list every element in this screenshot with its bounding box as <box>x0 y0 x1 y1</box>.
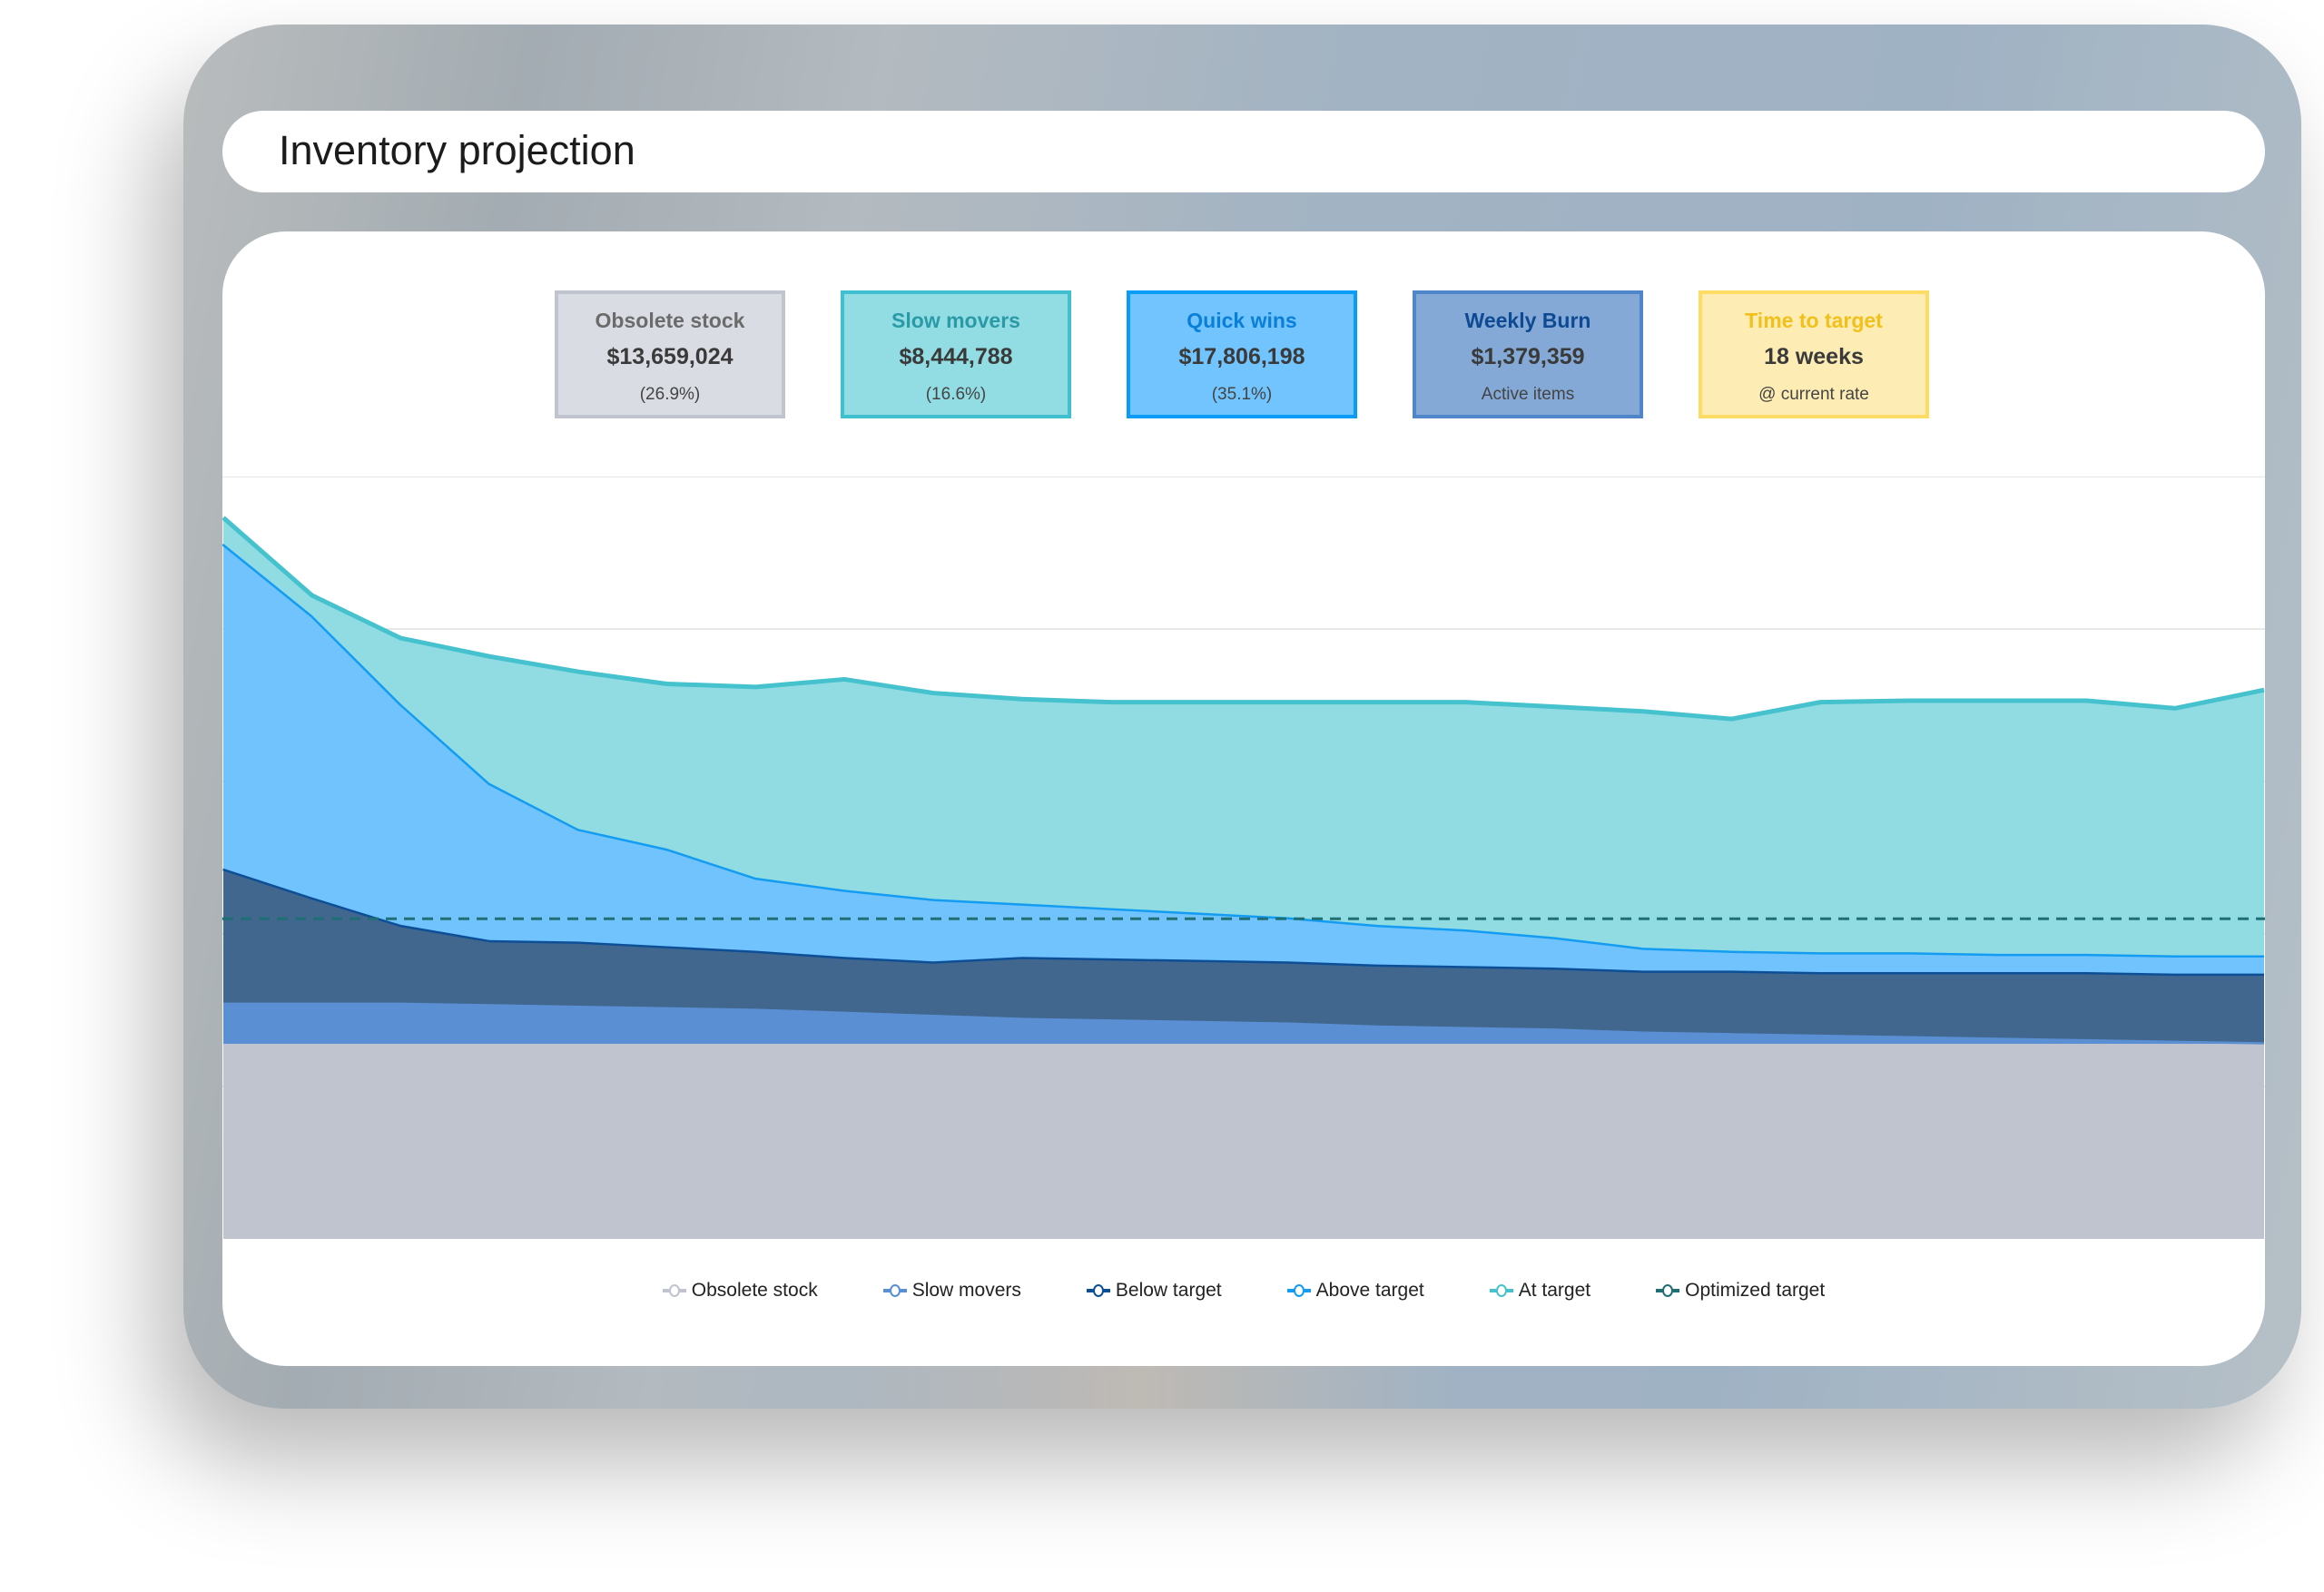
chart-panel: Obsolete stock $13,659,024 (26.9%) Slow m… <box>222 231 2265 1366</box>
legend-marker-icon <box>1489 1284 1513 1297</box>
legend: Obsolete stock Slow movers Below target Abo… <box>222 1280 2265 1302</box>
area-at-target <box>223 517 2264 956</box>
kpi-card-slow-movers: Slow movers $8,444,788 (16.6%) <box>841 290 1071 418</box>
legend-label: Slow movers <box>911 1280 1021 1301</box>
legend-item[interactable]: At target <box>1489 1280 1591 1302</box>
page-title: Inventory projection <box>279 127 635 173</box>
legend-marker-icon <box>1656 1284 1680 1297</box>
kpi-label: Slow movers <box>891 309 1020 332</box>
header-bar: Inventory projection <box>222 111 2265 192</box>
legend-label: Below target <box>1115 1280 1222 1301</box>
legend-marker-icon <box>882 1284 907 1297</box>
kpi-subtext: (26.9%) <box>639 385 701 404</box>
kpi-label: Weekly Burn <box>1464 309 1591 332</box>
kpi-value: $8,444,788 <box>899 344 1013 369</box>
area-obsolete-stock <box>223 1043 2264 1239</box>
legend-item[interactable]: Obsolete stock <box>662 1280 818 1302</box>
legend-label: Optimized target <box>1685 1280 1826 1301</box>
legend-marker-icon <box>662 1284 686 1297</box>
legend-marker-icon <box>1286 1284 1311 1297</box>
kpi-card-time-to-target: Time to target 18 weeks @ current rate <box>1699 290 1929 418</box>
legend-item[interactable]: Slow movers <box>882 1280 1021 1302</box>
kpi-card-quick-wins: Quick wins $17,806,198 (35.1%) <box>1127 290 1357 418</box>
stacked-area-chart <box>222 477 2265 1239</box>
kpi-subtext: @ current rate <box>1758 385 1869 404</box>
kpi-label: Quick wins <box>1187 309 1297 332</box>
kpi-value: 18 weeks <box>1764 344 1864 369</box>
legend-label: Obsolete stock <box>691 1280 818 1301</box>
kpi-value: $1,379,359 <box>1471 344 1585 369</box>
line-at-target <box>222 516 2265 722</box>
kpi-card-weekly-burn: Weekly Burn $1,379,359 Active items <box>1413 290 1643 418</box>
legend-label: Above target <box>1315 1280 1424 1301</box>
kpi-subtext: Active items <box>1481 385 1575 404</box>
legend-item[interactable]: Below target <box>1086 1280 1222 1302</box>
kpi-label: Obsolete stock <box>595 309 745 332</box>
legend-item[interactable]: Optimized target <box>1656 1280 1825 1302</box>
legend-item[interactable]: Above target <box>1286 1280 1424 1302</box>
kpi-subtext: (16.6%) <box>925 385 987 404</box>
kpi-value: $13,659,024 <box>606 344 734 369</box>
legend-marker-icon <box>1086 1284 1110 1297</box>
kpi-card-obsolete-stock: Obsolete stock $13,659,024 (26.9%) <box>555 290 785 418</box>
kpi-label: Time to target <box>1745 309 1883 332</box>
kpi-value: $17,806,198 <box>1178 344 1305 369</box>
area-below-target <box>223 868 2264 1043</box>
legend-label: At target <box>1518 1280 1591 1301</box>
kpi-subtext: (35.1%) <box>1211 385 1273 404</box>
